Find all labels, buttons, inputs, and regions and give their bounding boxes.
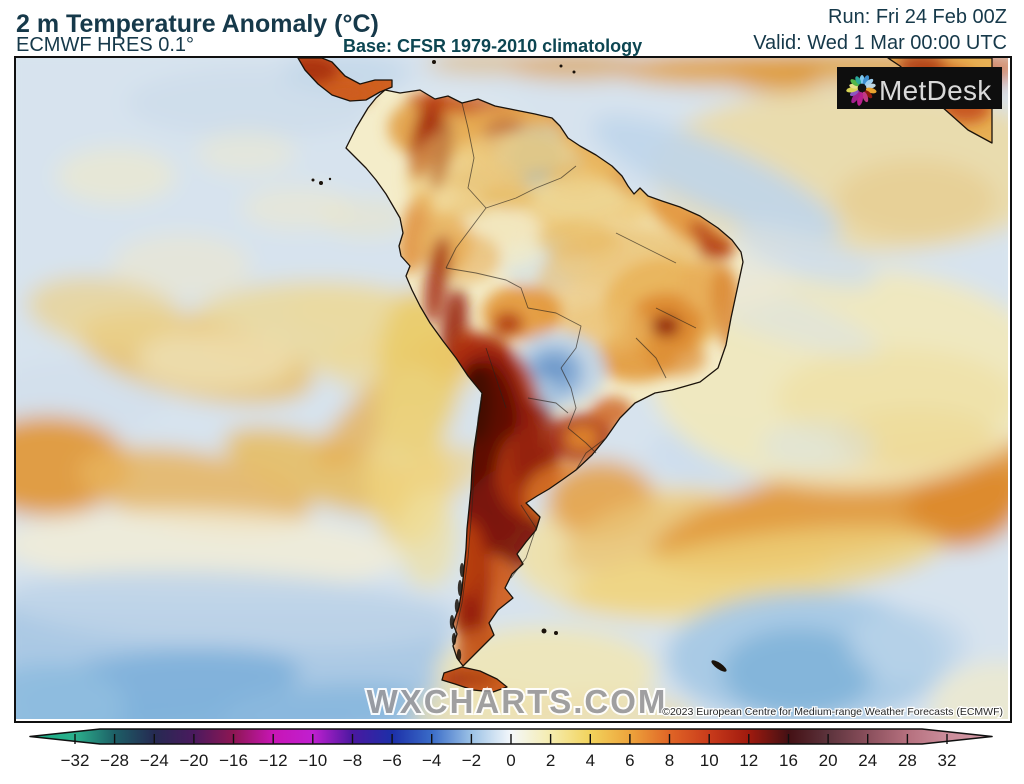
svg-text:−6: −6 — [382, 751, 401, 770]
svg-text:−24: −24 — [140, 751, 169, 770]
svg-text:MetDesk: MetDesk — [879, 75, 992, 106]
svg-text:8: 8 — [665, 751, 674, 770]
svg-text:24: 24 — [858, 751, 877, 770]
svg-text:4: 4 — [586, 751, 595, 770]
svg-text:−16: −16 — [219, 751, 248, 770]
svg-text:16: 16 — [779, 751, 798, 770]
svg-text:−2: −2 — [462, 751, 481, 770]
svg-text:32: 32 — [938, 751, 957, 770]
svg-text:2: 2 — [546, 751, 555, 770]
svg-text:20: 20 — [819, 751, 838, 770]
svg-text:WXCHARTS.COM: WXCHARTS.COM — [367, 683, 668, 719]
svg-text:©2023 European Centre for Medi: ©2023 European Centre for Medium-range W… — [662, 706, 1003, 718]
svg-text:−32: −32 — [61, 751, 90, 770]
svg-text:−12: −12 — [259, 751, 288, 770]
svg-text:6: 6 — [625, 751, 634, 770]
svg-text:12: 12 — [739, 751, 758, 770]
svg-text:−20: −20 — [179, 751, 208, 770]
svg-text:28: 28 — [898, 751, 917, 770]
svg-text:0: 0 — [506, 751, 515, 770]
svg-text:−4: −4 — [422, 751, 441, 770]
svg-text:10: 10 — [700, 751, 719, 770]
svg-text:−28: −28 — [100, 751, 129, 770]
svg-text:−10: −10 — [298, 751, 327, 770]
svg-text:−8: −8 — [343, 751, 362, 770]
